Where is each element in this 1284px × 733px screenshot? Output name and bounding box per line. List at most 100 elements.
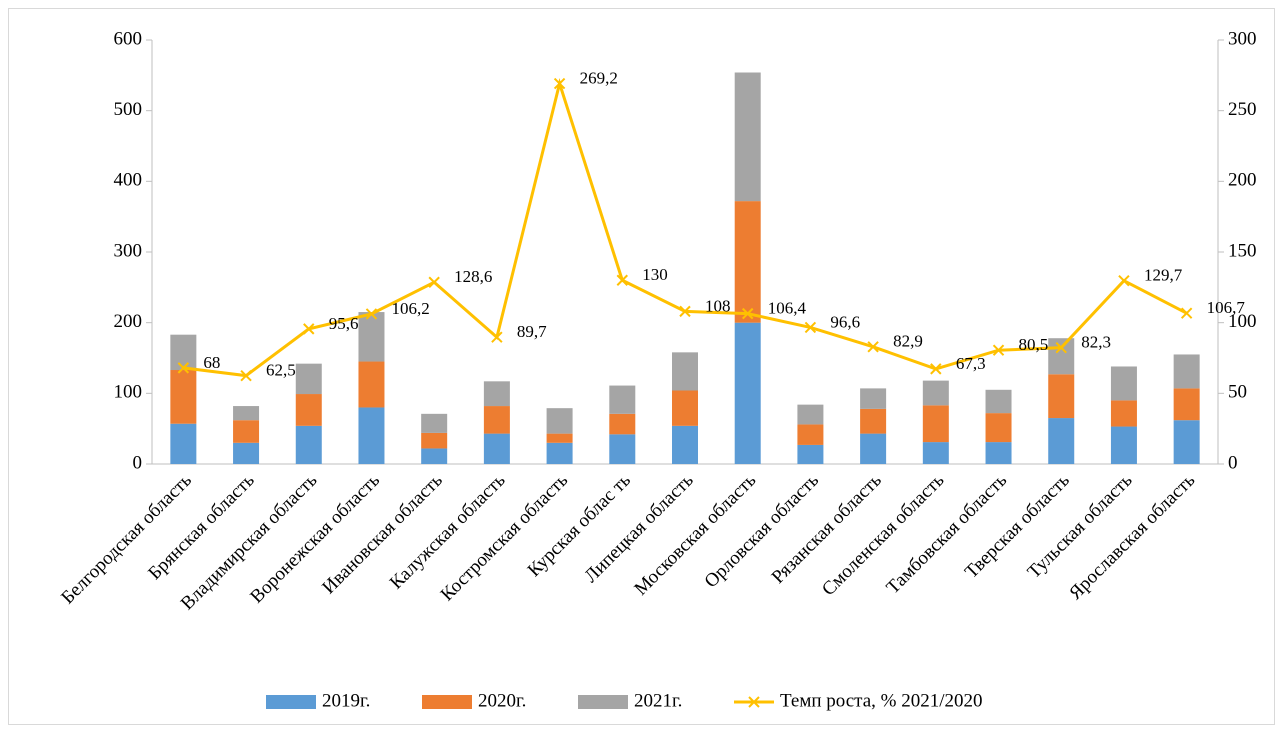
- bar-segment: [233, 442, 260, 464]
- bar-segment: [797, 444, 824, 464]
- y-tick-label: 600: [114, 28, 143, 49]
- line-marker: [491, 331, 503, 343]
- bar-segment: [358, 312, 385, 362]
- data-label: 95,6: [329, 314, 359, 333]
- bar-segment: [483, 406, 510, 434]
- bar-segment: [483, 433, 510, 464]
- y2-tick-label: 300: [1228, 28, 1257, 49]
- bar-segment: [170, 423, 197, 464]
- bar-segment: [233, 420, 260, 443]
- bar-segment: [358, 361, 385, 408]
- bar-segment: [358, 407, 385, 464]
- bar-segment: [233, 406, 260, 421]
- bar-segment: [1173, 420, 1200, 464]
- bar-segment: [170, 334, 197, 371]
- line-marker: [1118, 274, 1130, 287]
- data-label: 106,2: [391, 299, 429, 318]
- bar-segment: [922, 405, 949, 443]
- chart-frame: [8, 8, 1275, 725]
- y-tick-label: 500: [114, 99, 143, 120]
- legend-item: 2021г.: [578, 690, 682, 711]
- bar-segment: [546, 408, 573, 434]
- bar-segment: [672, 352, 698, 391]
- bar-segment: [985, 442, 1012, 464]
- bar-segment: [295, 363, 322, 395]
- line-marker: [1055, 341, 1067, 354]
- data-label: 130: [642, 265, 668, 284]
- line-marker: [930, 363, 942, 375]
- bar-segment: [860, 388, 887, 409]
- data-label: 269,2: [580, 68, 618, 87]
- data-label: 62,5: [266, 361, 296, 380]
- line-marker: [616, 274, 629, 286]
- bar-segment: [421, 413, 448, 433]
- data-label: 106,4: [768, 299, 807, 318]
- y2-tick-label: 250: [1228, 99, 1257, 120]
- line-marker: [553, 77, 566, 90]
- bar-segment: [922, 442, 949, 464]
- line-marker: [240, 369, 252, 382]
- y-tick-label: 200: [114, 311, 143, 332]
- bar-segment: [546, 442, 573, 464]
- bar-segment: [985, 413, 1012, 443]
- y-tick-label: 300: [114, 240, 143, 261]
- y-tick-label: 0: [133, 452, 143, 473]
- bar-segment: [421, 448, 448, 464]
- bar-segment: [1048, 374, 1075, 419]
- line-marker: [177, 362, 190, 374]
- data-label: 80,5: [1019, 335, 1049, 354]
- line-marker: [428, 276, 440, 288]
- bar-segment: [797, 424, 824, 445]
- bar-segment: [922, 380, 949, 406]
- bar-segment: [170, 370, 197, 424]
- data-label: 129,7: [1144, 266, 1183, 285]
- line-marker: [1180, 307, 1193, 319]
- legend-label: 2020г.: [478, 690, 526, 711]
- legend-label: 2021г.: [634, 690, 682, 711]
- data-label: 108: [705, 296, 731, 315]
- bar-segment: [1048, 418, 1075, 464]
- bar-segment: [1110, 366, 1137, 401]
- bar-segment: [734, 201, 761, 323]
- legend-label: 2019г.: [322, 690, 370, 711]
- legend-marker: [748, 696, 760, 708]
- data-label: 82,9: [893, 332, 923, 351]
- line-marker: [992, 344, 1005, 356]
- line-marker: [741, 307, 754, 320]
- bar-segment: [609, 434, 636, 464]
- y2-tick-label: 100: [1228, 311, 1257, 332]
- y2-tick-label: 50: [1228, 382, 1247, 403]
- bar-segment: [609, 385, 636, 414]
- bar-segment: [1048, 338, 1075, 375]
- data-label: 67,3: [956, 354, 986, 373]
- data-label: 82,3: [1081, 333, 1111, 352]
- line-marker: [679, 305, 691, 318]
- bar-segment: [295, 425, 322, 464]
- y2-tick-label: 0: [1228, 452, 1238, 473]
- bar-segment: [483, 381, 510, 407]
- data-label: 128,6: [454, 267, 492, 286]
- bar-segment: [1173, 388, 1200, 421]
- y2-tick-label: 150: [1228, 240, 1257, 261]
- legend-swatch: [422, 695, 472, 709]
- legend-item: 2019г.: [266, 690, 370, 711]
- data-label: 96,6: [830, 312, 860, 331]
- data-label: 89,7: [517, 322, 547, 341]
- bar-segment: [734, 72, 761, 202]
- bar-segment: [672, 390, 698, 426]
- bar-segment: [672, 425, 698, 464]
- bar-segment: [860, 433, 887, 464]
- y-tick-label: 400: [114, 170, 143, 191]
- legend-item: 2020г.: [422, 690, 526, 711]
- bar-segment: [609, 413, 636, 435]
- bar-segment: [421, 432, 448, 449]
- bar-segment: [797, 404, 824, 425]
- data-label: 106,7: [1207, 298, 1246, 317]
- line-marker: [303, 323, 315, 335]
- line-marker: [365, 308, 378, 320]
- legend-item: Темп роста, % 2021/2020: [734, 690, 983, 711]
- y-tick-label: 100: [114, 382, 143, 403]
- bar-segment: [985, 389, 1012, 414]
- line-marker: [804, 321, 817, 334]
